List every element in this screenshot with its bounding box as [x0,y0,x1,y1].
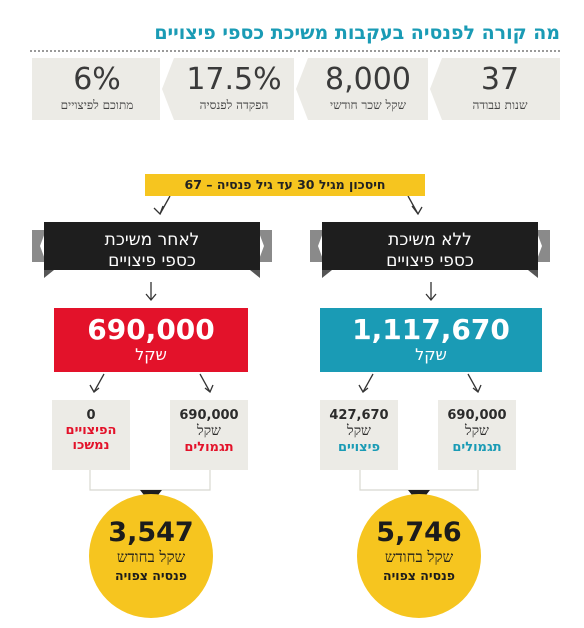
banner-after-withdrawal: לאחר משיכת כספי פיצויים [32,222,272,280]
severance-box: 427,670 שקל פיצויים [320,400,398,470]
savings-period-tag: חיסכון מגיל 30 עד גיל פנסיה – 67 [145,174,425,196]
pension-unit: שקל בחודש [384,548,454,566]
withdrawn-line2: נמשכו [72,438,110,453]
pension-value: 5,746 [376,517,462,548]
stat-value: 8,000 [325,62,411,97]
total-value: 690,000 [87,313,215,346]
severance-kind: פיצויים [337,440,381,455]
banner-line: כספי פיצויים [108,251,196,271]
stat-monthly-salary: 8,000 שקל שכר חודשי [306,58,430,120]
kept-value: 690,000 [179,408,239,423]
pension-label: פנסיה צפויה [383,568,455,583]
stat-label: מתוכם לפיצויים [60,98,134,112]
banner-line: לאחר משיכת [104,230,200,250]
total-unit: שקל [415,345,447,364]
kept-kind: תגמולים [184,440,234,455]
chevron-left-icon [294,58,308,120]
stat-work-years: 37 שנות עבודה [440,58,560,120]
chevron-left-icon [428,58,442,120]
severance-value: 427,670 [329,408,389,423]
banner-text: לאחר משיכת כספי פיצויים [32,222,272,272]
stat-pension-deposit: 17.5% הפקדה לפנסיה [172,58,296,120]
stat-value: 17.5% [186,62,282,97]
pension-after-withdrawal: 3,547 שקל בחודש פנסיה צפויה [89,494,213,618]
banner-without-withdrawal: ללא משיכת כספי פיצויים [310,222,550,280]
stat-label: שנות עבודה [472,98,528,112]
title-divider [30,50,560,52]
banner-text: ללא משיכת כספי פיצויים [310,222,550,272]
stats-row: 37 שנות עבודה 8,000 שקל שכר חודשי 17.5% … [32,58,560,120]
total-value: 1,117,670 [352,313,510,346]
chevron-left-icon [160,58,174,120]
banner-line: כספי פיצויים [386,251,474,271]
banner-line: ללא משיכת [388,230,472,250]
withdrawn-line1: הפיצויים [65,423,117,438]
pension-without-withdrawal: 5,746 שקל בחודש פנסיה צפויה [357,494,481,618]
banner-ribbon-shape [310,222,550,278]
contributions-box: 690,000 שקל תגמולים [438,400,516,470]
total-unit: שקל [135,345,167,364]
kept-unit: שקל [197,423,221,439]
pension-value: 3,547 [108,517,194,548]
total-without-withdrawal: 1,117,670 שקל [320,308,542,372]
contributions-value: 690,000 [447,408,507,423]
stat-value: 37 [480,62,520,97]
stat-value: 6% [73,62,121,97]
withdrawn-value: 0 [86,408,96,423]
pension-label: פנסיה צפויה [115,568,187,583]
banner-ribbon-shape [32,222,272,278]
contributions-unit: שקל [465,423,489,439]
stat-severance-share: 6% מתוכם לפיצויים [32,58,162,120]
kept-contributions-box: 690,000 שקל תגמולים [170,400,248,470]
withdrawn-severance-box: 0 הפיצויים נמשכו [52,400,130,470]
pension-unit: שקל בחודש [116,548,186,566]
severance-unit: שקל [347,423,371,439]
page-title: מה קורה לפנסיה בעקבות משיכת כספי פיצויים [154,22,560,44]
stat-label: שקל שכר חודשי [329,98,406,112]
stat-label: הפקדה לפנסיה [199,98,269,112]
contributions-kind: תגמולים [452,440,502,455]
total-after-withdrawal: 690,000 שקל [54,308,248,372]
